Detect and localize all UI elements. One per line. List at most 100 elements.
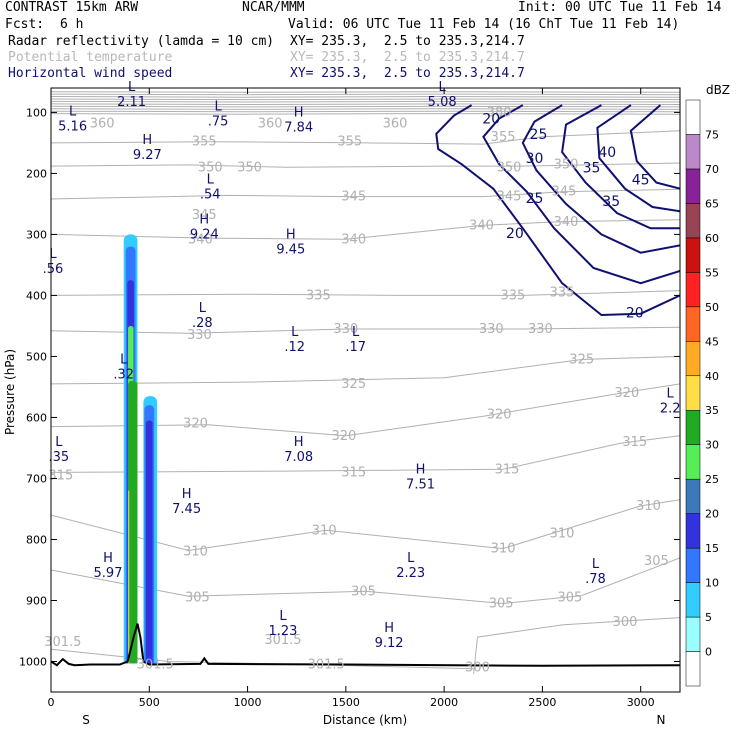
extremum-value: .54 — [200, 188, 221, 203]
theta-label: 335 — [306, 288, 331, 303]
extremum-kind: L — [592, 557, 600, 572]
extremum-value: 2.2 — [660, 401, 681, 416]
extremum-kind: H — [103, 551, 113, 566]
colorbar-label: 20 — [705, 508, 719, 521]
theta-label: 300 — [465, 661, 490, 676]
y-tick-label: 600 — [26, 411, 47, 424]
x-axis-title: Distance (km) — [323, 713, 407, 727]
colorbar-label: 45 — [705, 335, 719, 348]
extremum-kind: L — [667, 386, 675, 401]
colorbar-label: 30 — [705, 439, 719, 452]
wind-label: 35 — [602, 194, 620, 210]
theta-contour — [51, 105, 680, 108]
extremum-value: .56 — [43, 262, 64, 277]
extremum-value: 5.97 — [94, 566, 123, 581]
north-label: N — [657, 713, 666, 727]
theta-contours — [51, 91, 680, 674]
theta-label: 315 — [495, 462, 520, 477]
theta-contour — [51, 108, 680, 110]
y-tick-label: 700 — [26, 472, 47, 485]
colorbar-swatch — [685, 513, 701, 549]
theta-label: 320 — [487, 407, 512, 422]
wind-label: 20 — [506, 226, 524, 242]
theta-label: 305 — [185, 590, 210, 605]
theta-contour — [51, 326, 680, 334]
x-tick-label: 2000 — [430, 696, 458, 709]
extremum-value: .78 — [585, 572, 606, 587]
colorbar-label: 70 — [705, 163, 719, 176]
colorbar-label: 60 — [705, 232, 719, 245]
colorbar-swatch — [685, 375, 701, 411]
extremum-value: 1.23 — [268, 624, 297, 639]
theta-label: 320 — [183, 417, 208, 432]
theta-label: 350 — [497, 160, 522, 175]
theta-contour — [51, 91, 680, 93]
colorbar-swatch — [685, 168, 701, 204]
colorbar-swatch — [685, 99, 701, 135]
field-name-reflectivity: Radar reflectivity (lamda = 10 cm) — [8, 34, 275, 49]
extremum-kind: L — [49, 247, 57, 262]
wind-contour — [482, 104, 680, 285]
theta-label: 325 — [569, 352, 594, 367]
extremum-kind: H — [294, 435, 304, 450]
colorbar-swatch — [685, 651, 701, 687]
reflectivity-cells — [123, 234, 158, 664]
south-label: S — [82, 713, 90, 727]
x-tick-label: 2500 — [528, 696, 556, 709]
extremum-value: 2.23 — [396, 566, 425, 581]
theta-contour — [51, 162, 680, 168]
terrain — [51, 623, 680, 667]
wind-contour — [596, 104, 680, 213]
theta-label: 301.5 — [44, 635, 81, 650]
colorbar-swatch — [685, 341, 701, 377]
theta-label: 301.5 — [308, 658, 345, 673]
y-tick-label: 300 — [26, 228, 47, 241]
wind-contour — [521, 104, 680, 254]
extremum-kind: H — [182, 487, 192, 502]
theta-contour — [51, 499, 680, 552]
theta-label: 301.5 — [137, 658, 174, 673]
theta-contour — [51, 95, 680, 98]
wind-label: 30 — [526, 151, 544, 167]
theta-label: 310 — [491, 542, 516, 557]
theta-label: 305 — [489, 597, 514, 612]
y-axis-title: Pressure (hPa) — [3, 349, 17, 435]
y-tick-label: 200 — [26, 167, 47, 180]
colorbar-swatch — [685, 547, 701, 583]
colorbar-label: 5 — [705, 611, 712, 624]
theta-contour — [51, 188, 680, 200]
extremum-value: 7.45 — [172, 502, 201, 517]
wind-label: 40 — [598, 145, 616, 161]
theta-label: 340 — [341, 232, 366, 247]
theta-label: 305 — [558, 590, 583, 605]
theta-label: 345 — [552, 185, 577, 200]
extremum-kind: L — [55, 435, 63, 450]
extremum-value: 9.24 — [190, 227, 219, 242]
init-time: Init: 00 UTC Tue 11 Feb 14 — [518, 0, 722, 15]
extremum-kind: L — [352, 325, 360, 340]
theta-label: 350 — [198, 160, 223, 175]
extremum-kind: L — [128, 80, 136, 95]
wind-contour — [561, 104, 680, 230]
theta-label: 355 — [337, 135, 362, 150]
colorbar-swatch — [685, 203, 701, 239]
theta-contour — [51, 113, 680, 115]
extremum-kind: L — [279, 609, 287, 624]
colorbar-swatch — [685, 306, 701, 342]
theta-contour — [51, 435, 680, 473]
wind-label: 20 — [626, 306, 644, 322]
extremum-kind: H — [384, 621, 394, 636]
extremum-value: 9.12 — [375, 636, 404, 651]
field-name-wind: Horizontal wind speed — [8, 66, 173, 81]
colorbar-swatch — [685, 478, 701, 514]
extremum-kind: H — [142, 133, 152, 148]
extremum-value: 7.08 — [284, 450, 313, 465]
model-title: CONTRAST 15km ARW — [5, 0, 139, 15]
wind-label: 45 — [632, 173, 650, 189]
extremum-value: .17 — [345, 340, 366, 355]
extremum-kind: L — [207, 173, 215, 188]
extremum-value: 5.16 — [58, 119, 87, 134]
theta-label: 305 — [351, 584, 376, 599]
theta-label: 325 — [341, 377, 366, 392]
